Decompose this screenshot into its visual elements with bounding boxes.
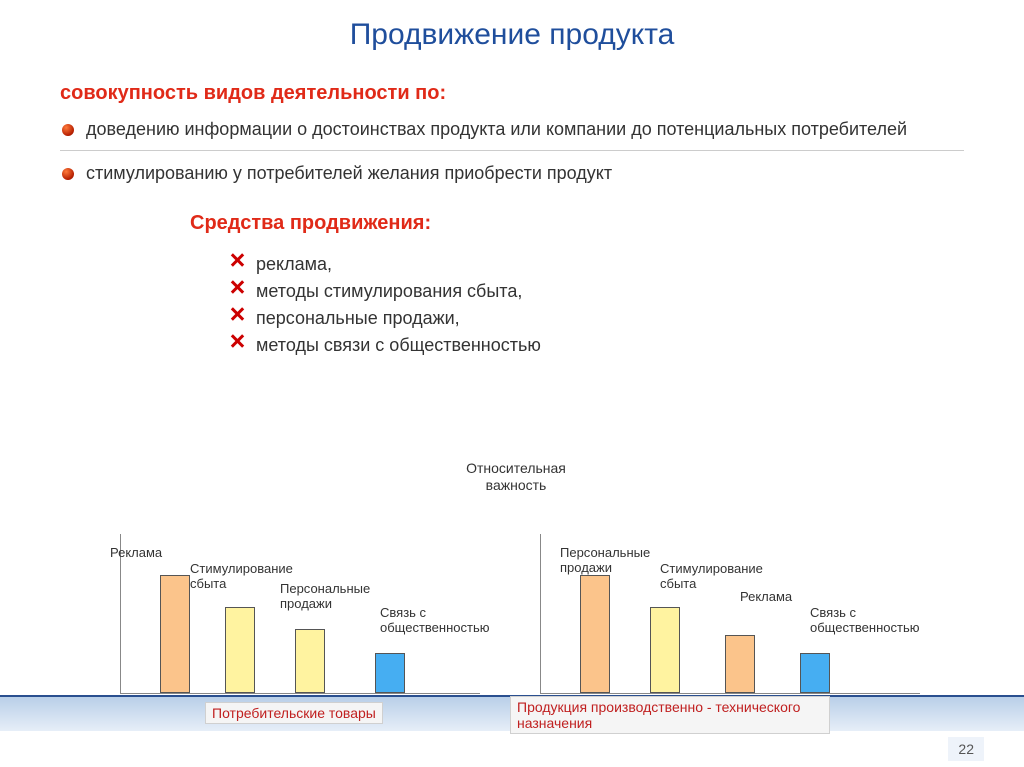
content-area: совокупность видов деятельности по: дове… <box>0 52 1024 359</box>
chart-consumer-goods: РекламаСтимулированиесбытаПерсональныепр… <box>120 534 480 694</box>
chart-bar <box>650 607 680 693</box>
x-bullet-icon <box>230 307 244 321</box>
means-item-label: реклама, <box>256 254 332 274</box>
means-item-label: методы связи с общественностью <box>256 335 541 355</box>
chart-bar-label: Связь собщественностью <box>810 606 919 636</box>
chart-bar-label: Стимулированиесбыта <box>660 562 763 592</box>
means-subtitle: Средства продвижения: <box>190 212 964 235</box>
chart-bar-label: Реклама <box>110 546 162 561</box>
means-list: реклама, методы стимулирования сбыта, пе… <box>190 251 964 359</box>
x-bullet-icon <box>230 253 244 267</box>
chart-bar-label: Стимулированиесбыта <box>190 562 293 592</box>
means-item: методы связи с общественностью <box>230 332 964 359</box>
slide-title: Продвижение продукта <box>0 0 1024 52</box>
chart-bar <box>725 635 755 693</box>
footer-band: Потребительские товары Продукция произво… <box>0 695 1024 731</box>
chart-bar-label: Реклама <box>740 590 792 605</box>
footer-label-consumer: Потребительские товары <box>205 702 383 724</box>
chart-bar <box>160 575 190 693</box>
charts-area: Относительнаяважность РекламаСтимулирова… <box>0 458 1024 694</box>
means-item: персональные продажи, <box>230 305 964 332</box>
axis-x <box>540 693 920 694</box>
chart-industrial-goods: Персональныепродажи СтимулированиесбытаРе… <box>540 534 920 694</box>
means-item: методы стимулирования сбыта, <box>230 278 964 305</box>
importance-label: Относительнаяважность <box>446 460 586 494</box>
chart-bar <box>375 653 405 693</box>
activity-item: стимулированию у потребителей желания пр… <box>60 163 964 184</box>
chart-bar <box>580 575 610 693</box>
activities-list-2: стимулированию у потребителей желания пр… <box>60 163 964 184</box>
means-section: Средства продвижения: реклама, методы ст… <box>60 212 964 359</box>
means-item: реклама, <box>230 251 964 278</box>
chart-bar-label: Персональныепродажи <box>560 546 650 576</box>
activity-item: доведению информации о достоинствах прод… <box>60 119 964 140</box>
divider <box>60 150 964 151</box>
x-bullet-icon <box>230 280 244 294</box>
means-item-label: методы стимулирования сбыта, <box>256 281 522 301</box>
chart-bar-label: Персональныепродажи <box>280 582 370 612</box>
axis-y <box>540 534 541 694</box>
means-item-label: персональные продажи, <box>256 308 460 328</box>
footer-label-industrial: Продукция производственно - технического… <box>510 696 830 734</box>
axis-x <box>120 693 480 694</box>
page-number: 22 <box>948 737 984 761</box>
x-bullet-icon <box>230 334 244 348</box>
chart-bar <box>800 653 830 693</box>
activities-subtitle: совокупность видов деятельности по: <box>60 82 964 105</box>
chart-bar <box>225 607 255 693</box>
chart-bar-label: Связь собщественностью <box>380 606 489 636</box>
chart-bar <box>295 629 325 693</box>
activities-list: доведению информации о достоинствах прод… <box>60 119 964 140</box>
